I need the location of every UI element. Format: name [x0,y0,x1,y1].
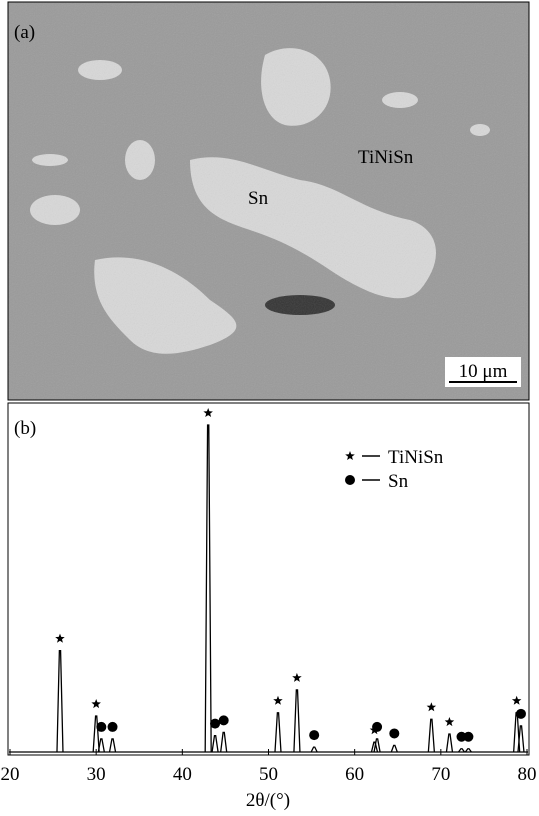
grain [8,2,529,400]
x-tick-label: 80 [518,764,537,785]
star-marker [55,634,64,643]
circle-marker [309,730,319,740]
x-tick-label: 70 [431,764,450,785]
x-tick-label: 30 [87,764,106,785]
circle-marker [210,719,220,729]
star-marker [203,408,213,417]
circle-marker [372,722,382,732]
star-marker [427,702,437,711]
circle-marker [219,715,229,725]
peak [221,732,227,752]
x-tick-label: 50 [259,764,278,785]
x-tick-label: 40 [173,764,192,785]
peak [391,745,397,752]
chart-frame [8,403,529,755]
circle-marker [516,709,526,719]
peak [428,719,434,752]
star-marker [512,696,522,705]
micrograph-panel: (a) Sn TiNiSn 10 μm [8,2,529,400]
panel-label: (a) [14,22,35,43]
peak [275,713,281,752]
circle-marker [463,732,473,742]
peak [294,690,300,752]
circle-marker [345,475,355,485]
circle-marker [108,722,118,732]
legend-label: Sn [388,471,409,492]
peak [446,734,452,752]
x-tick-label: 20 [1,764,20,785]
panel-label: (b) [14,418,36,439]
peak [98,739,104,752]
star-marker [91,699,101,708]
x-axis-label: 2θ/(°) [246,790,290,811]
peak [110,739,116,752]
star-marker [273,696,283,705]
star-marker [445,717,455,726]
star-marker [345,451,355,460]
legend-label: TiNiSn [388,447,444,468]
peak [212,736,218,752]
phase-label: TiNiSn [358,147,414,168]
figure: (a) Sn TiNiSn 10 μm (b) 2θ/(°) 20 30 40 50 6… [0,0,539,816]
peak [311,747,317,752]
scale-label: 10 μm [459,361,508,382]
peak [57,651,63,752]
x-tick-label: 60 [345,764,364,785]
circle-marker [96,722,106,732]
phase-label: Sn [248,188,269,209]
peak [205,425,211,752]
circle-marker [389,728,399,738]
page: (a) Sn TiNiSn 10 μm (b) 2θ/(°) 20 30 40 50 6… [0,0,539,816]
peak [93,716,99,752]
star-marker [292,673,302,682]
